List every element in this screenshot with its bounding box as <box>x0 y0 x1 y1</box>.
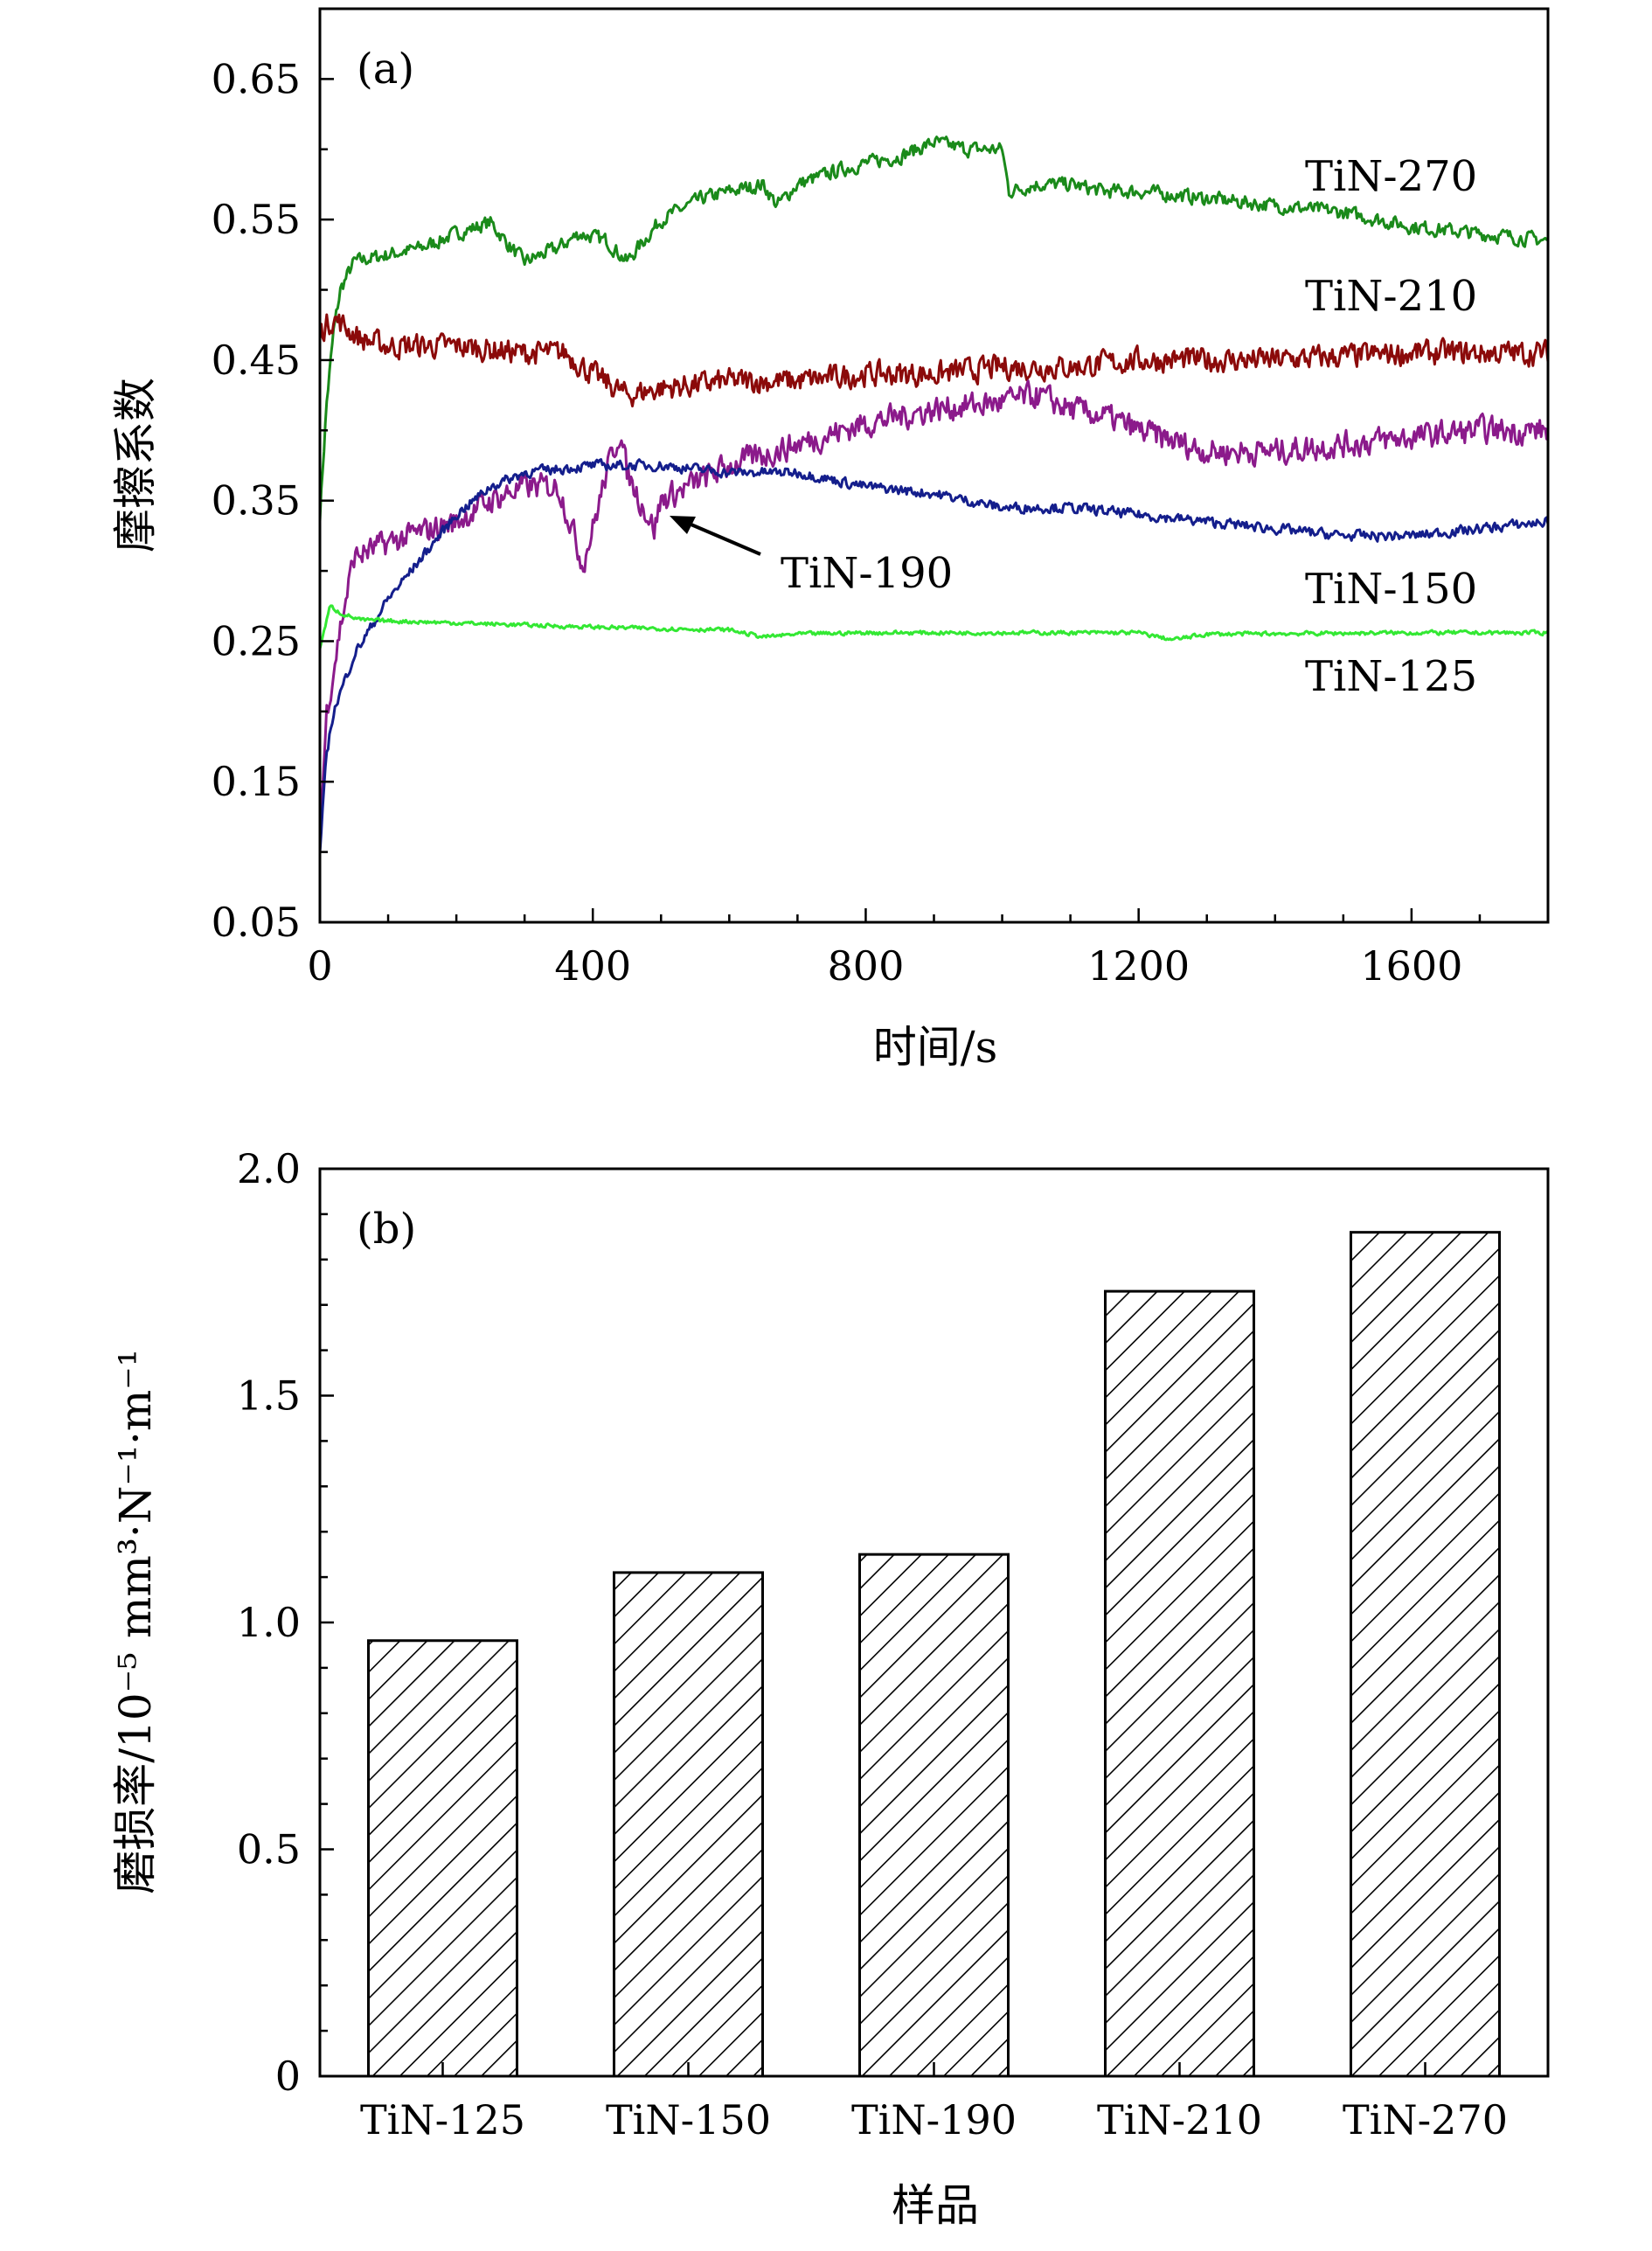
bar-tin-125 <box>367 1639 518 2078</box>
panel-b-ticks <box>320 1167 1426 2078</box>
series-line-tin-210 <box>320 313 1548 408</box>
x-tick-label: TiN-210 <box>1097 2096 1262 2143</box>
panel-a-y-axis-title: 摩擦系数 <box>110 378 161 552</box>
annotation-arrow <box>670 516 761 556</box>
series-line-tin-150 <box>320 458 1548 853</box>
x-tick-label: TiN-190 <box>851 2096 1017 2143</box>
y-tick-label: 0.5 <box>237 1826 301 1873</box>
y-tick-label: 0.35 <box>212 477 301 525</box>
x-tick-label: 400 <box>554 942 631 990</box>
x-tick-label: 800 <box>828 942 905 990</box>
bar-tin-210 <box>1104 1289 1255 2078</box>
y-tick-label: 0.15 <box>212 758 301 805</box>
series-label-tin-125: TiN-125 <box>1305 652 1477 701</box>
panel-a-tag: (a) <box>357 45 414 94</box>
panel-b-y-axis-title: 磨损率/10⁻⁵ mm³·N⁻¹·m⁻¹ <box>110 1349 161 1894</box>
panel-b-tick-labels: 0 0.5 1.0 1.5 2.0 TiN-125 TiN-150 TiN-190 TiN-21… <box>237 1145 1508 2143</box>
x-tick-label: TiN-150 <box>606 2096 771 2143</box>
y-tick-label: 0.05 <box>212 899 301 946</box>
y-tick-label: 0.45 <box>212 337 301 384</box>
x-tick-label: 1600 <box>1360 942 1462 990</box>
panel-a: 0 400 800 1200 1600 0.05 0.15 0.25 0.35 0.45 0.55 0… <box>110 7 1550 1073</box>
panel-a-x-axis-title: 时间/s <box>873 1022 998 1073</box>
series-line-tin-190 <box>320 379 1548 836</box>
y-tick-label: 1.0 <box>237 1599 301 1646</box>
x-tick-label: 1200 <box>1087 942 1190 990</box>
series-line-tin-270 <box>320 135 1548 522</box>
panel-a-series <box>320 135 1548 853</box>
y-tick-label: 2.0 <box>237 1145 301 1192</box>
bar-tin-270 <box>1350 1231 1501 2078</box>
y-tick-label: 0.25 <box>212 617 301 664</box>
series-line-tin-125 <box>320 604 1548 650</box>
y-tick-label: 0.55 <box>212 196 301 243</box>
series-label-tin-150: TiN-150 <box>1305 565 1477 614</box>
panel-b-tag: (b) <box>357 1205 416 1254</box>
bar-tin-190 <box>858 1553 1010 2078</box>
x-tick-label: TiN-125 <box>360 2096 525 2143</box>
series-label-tin-190: TiN-190 <box>781 549 953 598</box>
bar-tin-150 <box>613 1571 764 2078</box>
panel-a-ticks <box>318 7 1550 924</box>
panel-b-x-axis-title: 样品 <box>892 2180 979 2231</box>
panel-b-bars <box>367 1231 1501 2078</box>
series-label-tin-210: TiN-210 <box>1305 272 1477 321</box>
series-label-tin-270: TiN-270 <box>1305 152 1477 201</box>
x-tick-label: 0 <box>307 942 332 990</box>
x-tick-label: TiN-270 <box>1343 2096 1508 2143</box>
y-tick-label: 0 <box>275 2053 301 2100</box>
y-tick-label: 0.65 <box>212 55 301 102</box>
panel-b: 0 0.5 1.0 1.5 2.0 TiN-125 TiN-150 TiN-190 TiN-21… <box>110 1145 1550 2231</box>
panel-a-tick-labels: 0 400 800 1200 1600 0.05 0.15 0.25 0.35 0.45 0.55 0… <box>212 55 1463 990</box>
y-tick-label: 1.5 <box>237 1372 301 1420</box>
